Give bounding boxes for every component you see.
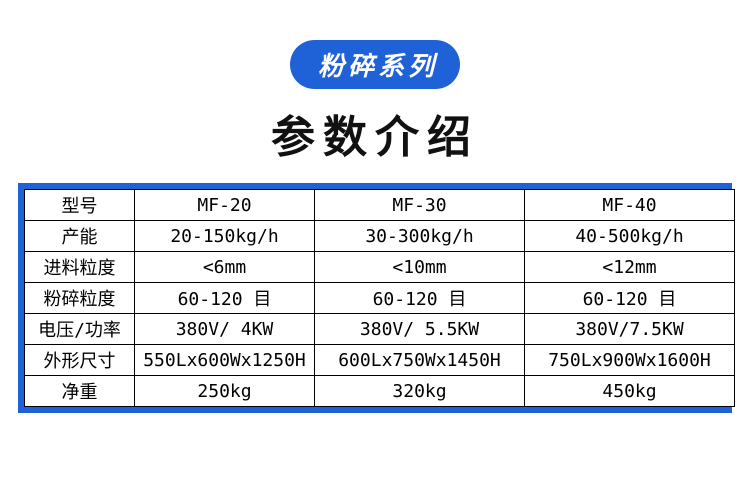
page-title: 参数介绍 bbox=[0, 101, 750, 165]
cell-value: 380V/7.5KW bbox=[525, 314, 735, 345]
cell-value: 30-300kg/h bbox=[315, 221, 525, 252]
cell-value: MF-30 bbox=[315, 190, 525, 221]
series-badge: 粉碎系列 bbox=[290, 40, 460, 89]
table-row: 型号MF-20MF-30MF-40 bbox=[25, 190, 735, 221]
cell-value: 60-120 目 bbox=[525, 283, 735, 314]
row-label: 外形尺寸 bbox=[25, 345, 135, 376]
cell-value: 380V/ 4KW bbox=[135, 314, 315, 345]
spec-table-wrap: 型号MF-20MF-30MF-40产能20-150kg/h30-300kg/h4… bbox=[18, 183, 732, 413]
row-label: 电压/功率 bbox=[25, 314, 135, 345]
cell-value: 40-500kg/h bbox=[525, 221, 735, 252]
page-container: 粉碎系列 参数介绍 型号MF-20MF-30MF-40产能20-150kg/h3… bbox=[0, 0, 750, 413]
table-row: 进料粒度<6mm<10mm<12mm bbox=[25, 252, 735, 283]
row-label: 产能 bbox=[25, 221, 135, 252]
table-row: 产能20-150kg/h30-300kg/h40-500kg/h bbox=[25, 221, 735, 252]
row-label: 型号 bbox=[25, 190, 135, 221]
cell-value: 450kg bbox=[525, 376, 735, 407]
cell-value: 320kg bbox=[315, 376, 525, 407]
cell-value: 250kg bbox=[135, 376, 315, 407]
row-label: 进料粒度 bbox=[25, 252, 135, 283]
cell-value: 750Lx900Wx1600H bbox=[525, 345, 735, 376]
cell-value: <6mm bbox=[135, 252, 315, 283]
cell-value: 380V/ 5.5KW bbox=[315, 314, 525, 345]
cell-value: 600Lx750Wx1450H bbox=[315, 345, 525, 376]
row-label: 粉碎粒度 bbox=[25, 283, 135, 314]
cell-value: 550Lx600Wx1250H bbox=[135, 345, 315, 376]
spec-table: 型号MF-20MF-30MF-40产能20-150kg/h30-300kg/h4… bbox=[24, 189, 735, 407]
table-row: 外形尺寸550Lx600Wx1250H600Lx750Wx1450H750Lx9… bbox=[25, 345, 735, 376]
table-row: 净重250kg320kg450kg bbox=[25, 376, 735, 407]
cell-value: <10mm bbox=[315, 252, 525, 283]
row-label: 净重 bbox=[25, 376, 135, 407]
cell-value: 60-120 目 bbox=[315, 283, 525, 314]
table-row: 粉碎粒度60-120 目60-120 目60-120 目 bbox=[25, 283, 735, 314]
cell-value: 20-150kg/h bbox=[135, 221, 315, 252]
cell-value: MF-40 bbox=[525, 190, 735, 221]
cell-value: <12mm bbox=[525, 252, 735, 283]
spec-table-body: 型号MF-20MF-30MF-40产能20-150kg/h30-300kg/h4… bbox=[25, 190, 735, 407]
cell-value: MF-20 bbox=[135, 190, 315, 221]
cell-value: 60-120 目 bbox=[135, 283, 315, 314]
table-row: 电压/功率380V/ 4KW380V/ 5.5KW380V/7.5KW bbox=[25, 314, 735, 345]
